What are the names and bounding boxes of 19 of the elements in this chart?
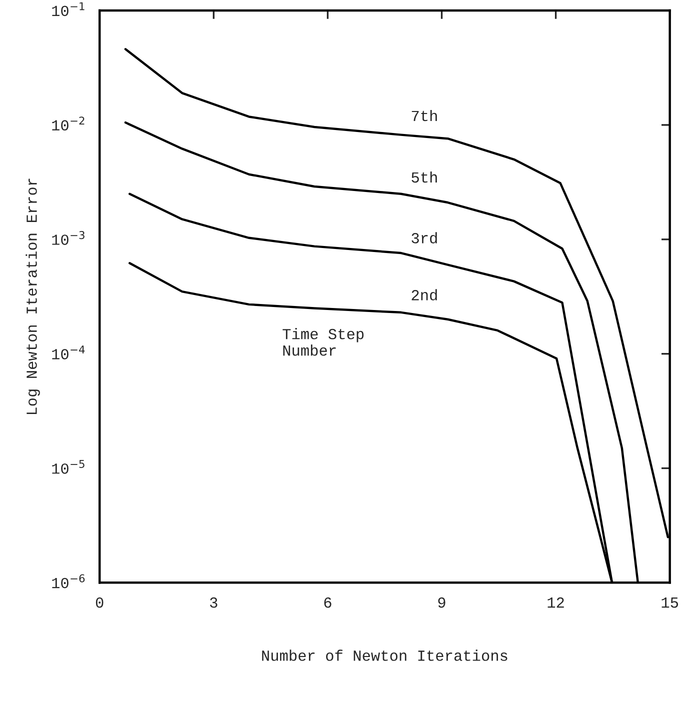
y-tick-label: 10$^{−3}$	[52, 231, 84, 245]
y-tick-label: 10$^{−5}$	[52, 460, 84, 474]
x-tick-label: 15	[662, 598, 678, 608]
series-label: 5th	[412, 171, 437, 183]
x-tick-label: 0	[96, 597, 104, 608]
y-tick-label: 10$^{−6}$	[52, 574, 85, 588]
y-tick-label: 10$^{−4}$	[52, 346, 85, 360]
x-tick-label: 9	[438, 597, 446, 608]
y-tick-label: 10$^{−1}$	[52, 2, 84, 16]
y-axis-title: Log Newton Iteration Error	[26, 178, 40, 414]
series-label: 3rd	[412, 232, 437, 244]
annotation: Time Step Number	[282, 328, 364, 356]
x-tick-label: 12	[548, 597, 564, 608]
x-tick-label: 3	[210, 597, 218, 608]
series-label: 2nd	[412, 289, 437, 300]
y-tick-label: 10$^{−2}$	[52, 116, 84, 131]
x-tick-label: 6	[324, 597, 332, 608]
x-axis-title: Number of Newton Iterations	[262, 650, 508, 661]
series-label: 7th	[412, 110, 437, 122]
